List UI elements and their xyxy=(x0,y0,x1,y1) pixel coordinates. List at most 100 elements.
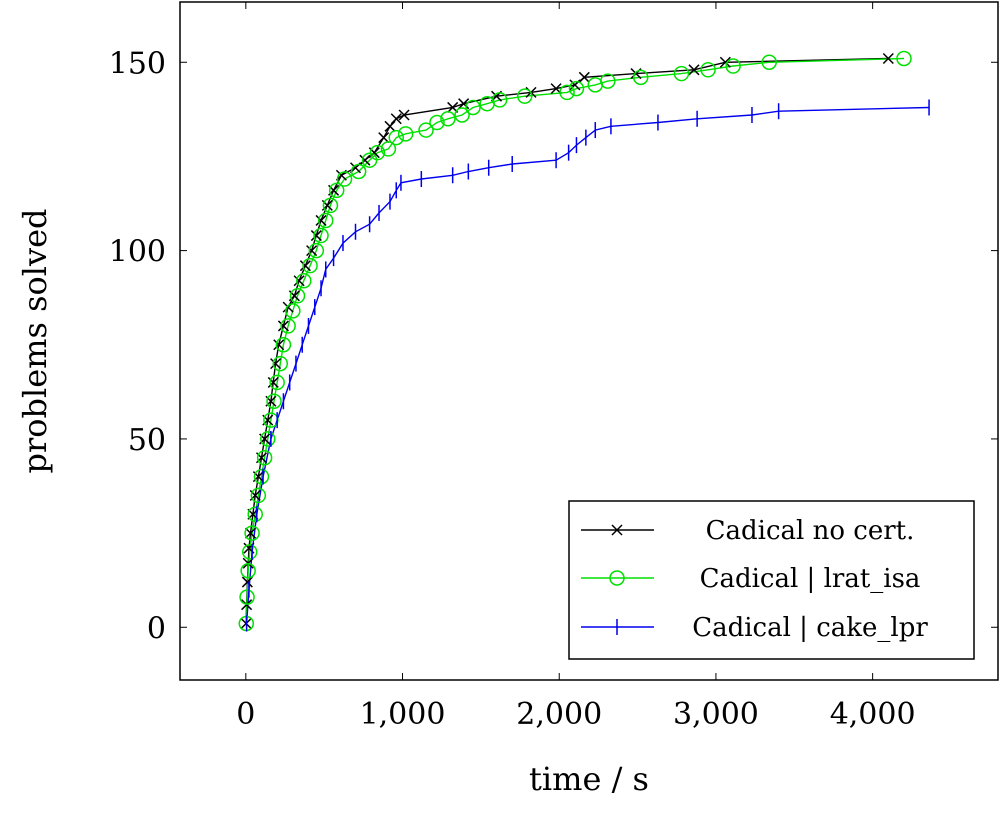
y-tick-label: 150 xyxy=(109,46,166,81)
series-markers xyxy=(238,50,930,632)
data-point-1 xyxy=(559,84,575,101)
x-tick-label: 3,000 xyxy=(673,697,759,732)
data-point-0 xyxy=(299,260,311,272)
data-point-1 xyxy=(418,122,434,138)
data-point-1 xyxy=(761,54,777,71)
data-point-1 xyxy=(350,163,367,180)
data-point-1 xyxy=(369,144,386,161)
data-point-0-stroke xyxy=(378,132,390,144)
data-point-1 xyxy=(272,355,289,372)
legend-marker xyxy=(609,570,625,586)
x-tick-label: 4,000 xyxy=(830,697,916,732)
data-point-0 xyxy=(277,320,289,332)
x-tick-label: 0 xyxy=(236,697,255,732)
data-point-0-stroke xyxy=(299,260,311,272)
data-point-1 xyxy=(388,129,405,146)
data-point-0 xyxy=(384,120,396,132)
data-point-0 xyxy=(293,275,305,287)
data-point-0 xyxy=(244,527,257,539)
data-point-1 xyxy=(241,544,258,560)
data-point-1 xyxy=(285,303,301,319)
data-point-0 xyxy=(390,113,402,125)
data-point-0 xyxy=(306,245,318,257)
data-point-0-stroke xyxy=(310,230,322,242)
data-point-0-stroke xyxy=(293,275,305,287)
data-point-1 xyxy=(429,114,445,131)
data-point-0-stroke xyxy=(719,56,731,68)
data-point-1 xyxy=(266,393,282,410)
data-point-1 xyxy=(317,212,334,229)
data-point-0 xyxy=(719,56,731,68)
data-point-0 xyxy=(882,52,894,65)
data-point-1 xyxy=(700,62,716,78)
y-tick-label: 100 xyxy=(109,235,166,270)
data-point-0-stroke xyxy=(359,154,371,166)
axis-ticks: 0 1,000 2,000 3,000 4,000 0 50 100 150 xyxy=(109,2,998,732)
data-point-1 xyxy=(280,318,296,334)
data-point-1 xyxy=(673,65,690,82)
data-point-0-stroke xyxy=(390,113,402,125)
x-tick-label: 2,000 xyxy=(516,697,602,732)
data-point-1 xyxy=(632,69,649,86)
x-axis-title: time / s xyxy=(529,760,649,798)
data-point-1 xyxy=(600,73,616,89)
data-point-0 xyxy=(273,339,285,351)
data-point-1 xyxy=(465,99,481,116)
data-point-1 xyxy=(322,197,339,214)
data-point-0-stroke xyxy=(447,101,459,113)
data-point-1 xyxy=(289,288,306,304)
data-point-1 xyxy=(454,107,470,123)
data-point-0-stroke xyxy=(306,245,318,257)
data-point-1 xyxy=(275,337,292,353)
legend: Cadical no cert. Cadical | lrat_isa Cadica… xyxy=(568,500,975,660)
data-point-0 xyxy=(267,376,279,388)
data-point-1 xyxy=(397,126,414,142)
data-point-0 xyxy=(398,109,410,121)
data-point-1 xyxy=(269,374,285,391)
data-point-0-stroke xyxy=(273,339,285,351)
data-point-1 xyxy=(308,242,325,259)
data-point-1 xyxy=(517,88,533,104)
data-point-1 xyxy=(296,272,312,289)
legend-entries: Cadical no cert. Cadical | lrat_isa Cadica… xyxy=(581,516,928,643)
plot-frame xyxy=(179,1,999,681)
legend-marker-stroke xyxy=(611,524,623,536)
y-axis-title: problems solved xyxy=(16,208,54,473)
data-point-0-stroke xyxy=(578,71,590,83)
data-point-0-stroke xyxy=(315,214,327,226)
data-point-0 xyxy=(359,154,371,166)
data-point-0 xyxy=(458,98,470,110)
data-point-0 xyxy=(315,214,327,226)
data-point-1 xyxy=(568,80,585,97)
data-point-0-stroke xyxy=(241,576,253,588)
data-point-0 xyxy=(310,230,322,242)
legend-label: Cadical | cake_lpr xyxy=(692,613,928,643)
data-point-0-stroke xyxy=(270,358,282,370)
legend-box xyxy=(568,500,975,660)
data-point-1 xyxy=(240,563,256,579)
y-tick-label: 50 xyxy=(128,423,166,458)
data-point-1 xyxy=(256,450,273,466)
data-point-1 xyxy=(725,58,741,74)
data-point-1 xyxy=(440,111,456,127)
data-point-0-stroke xyxy=(244,527,257,539)
data-point-0 xyxy=(241,576,253,588)
data-point-0-stroke xyxy=(882,52,894,65)
data-point-1 xyxy=(491,92,508,108)
data-point-1 xyxy=(260,431,276,447)
data-point-1 xyxy=(250,487,267,504)
data-point-1 xyxy=(244,525,260,541)
data-point-0-stroke xyxy=(550,83,562,95)
data-point-1 xyxy=(313,227,329,244)
legend-label: Cadical no cert. xyxy=(706,516,915,546)
data-point-0-stroke xyxy=(384,120,396,132)
data-point-0-stroke xyxy=(458,98,470,110)
data-point-0-stroke xyxy=(688,64,700,76)
legend-label: Cadical | lrat_isa xyxy=(700,564,921,594)
data-point-1 xyxy=(239,589,255,605)
data-point-0 xyxy=(378,132,390,144)
x-tick-label: 1,000 xyxy=(360,697,446,732)
data-point-1 xyxy=(336,171,353,187)
data-point-0-stroke xyxy=(267,376,279,388)
